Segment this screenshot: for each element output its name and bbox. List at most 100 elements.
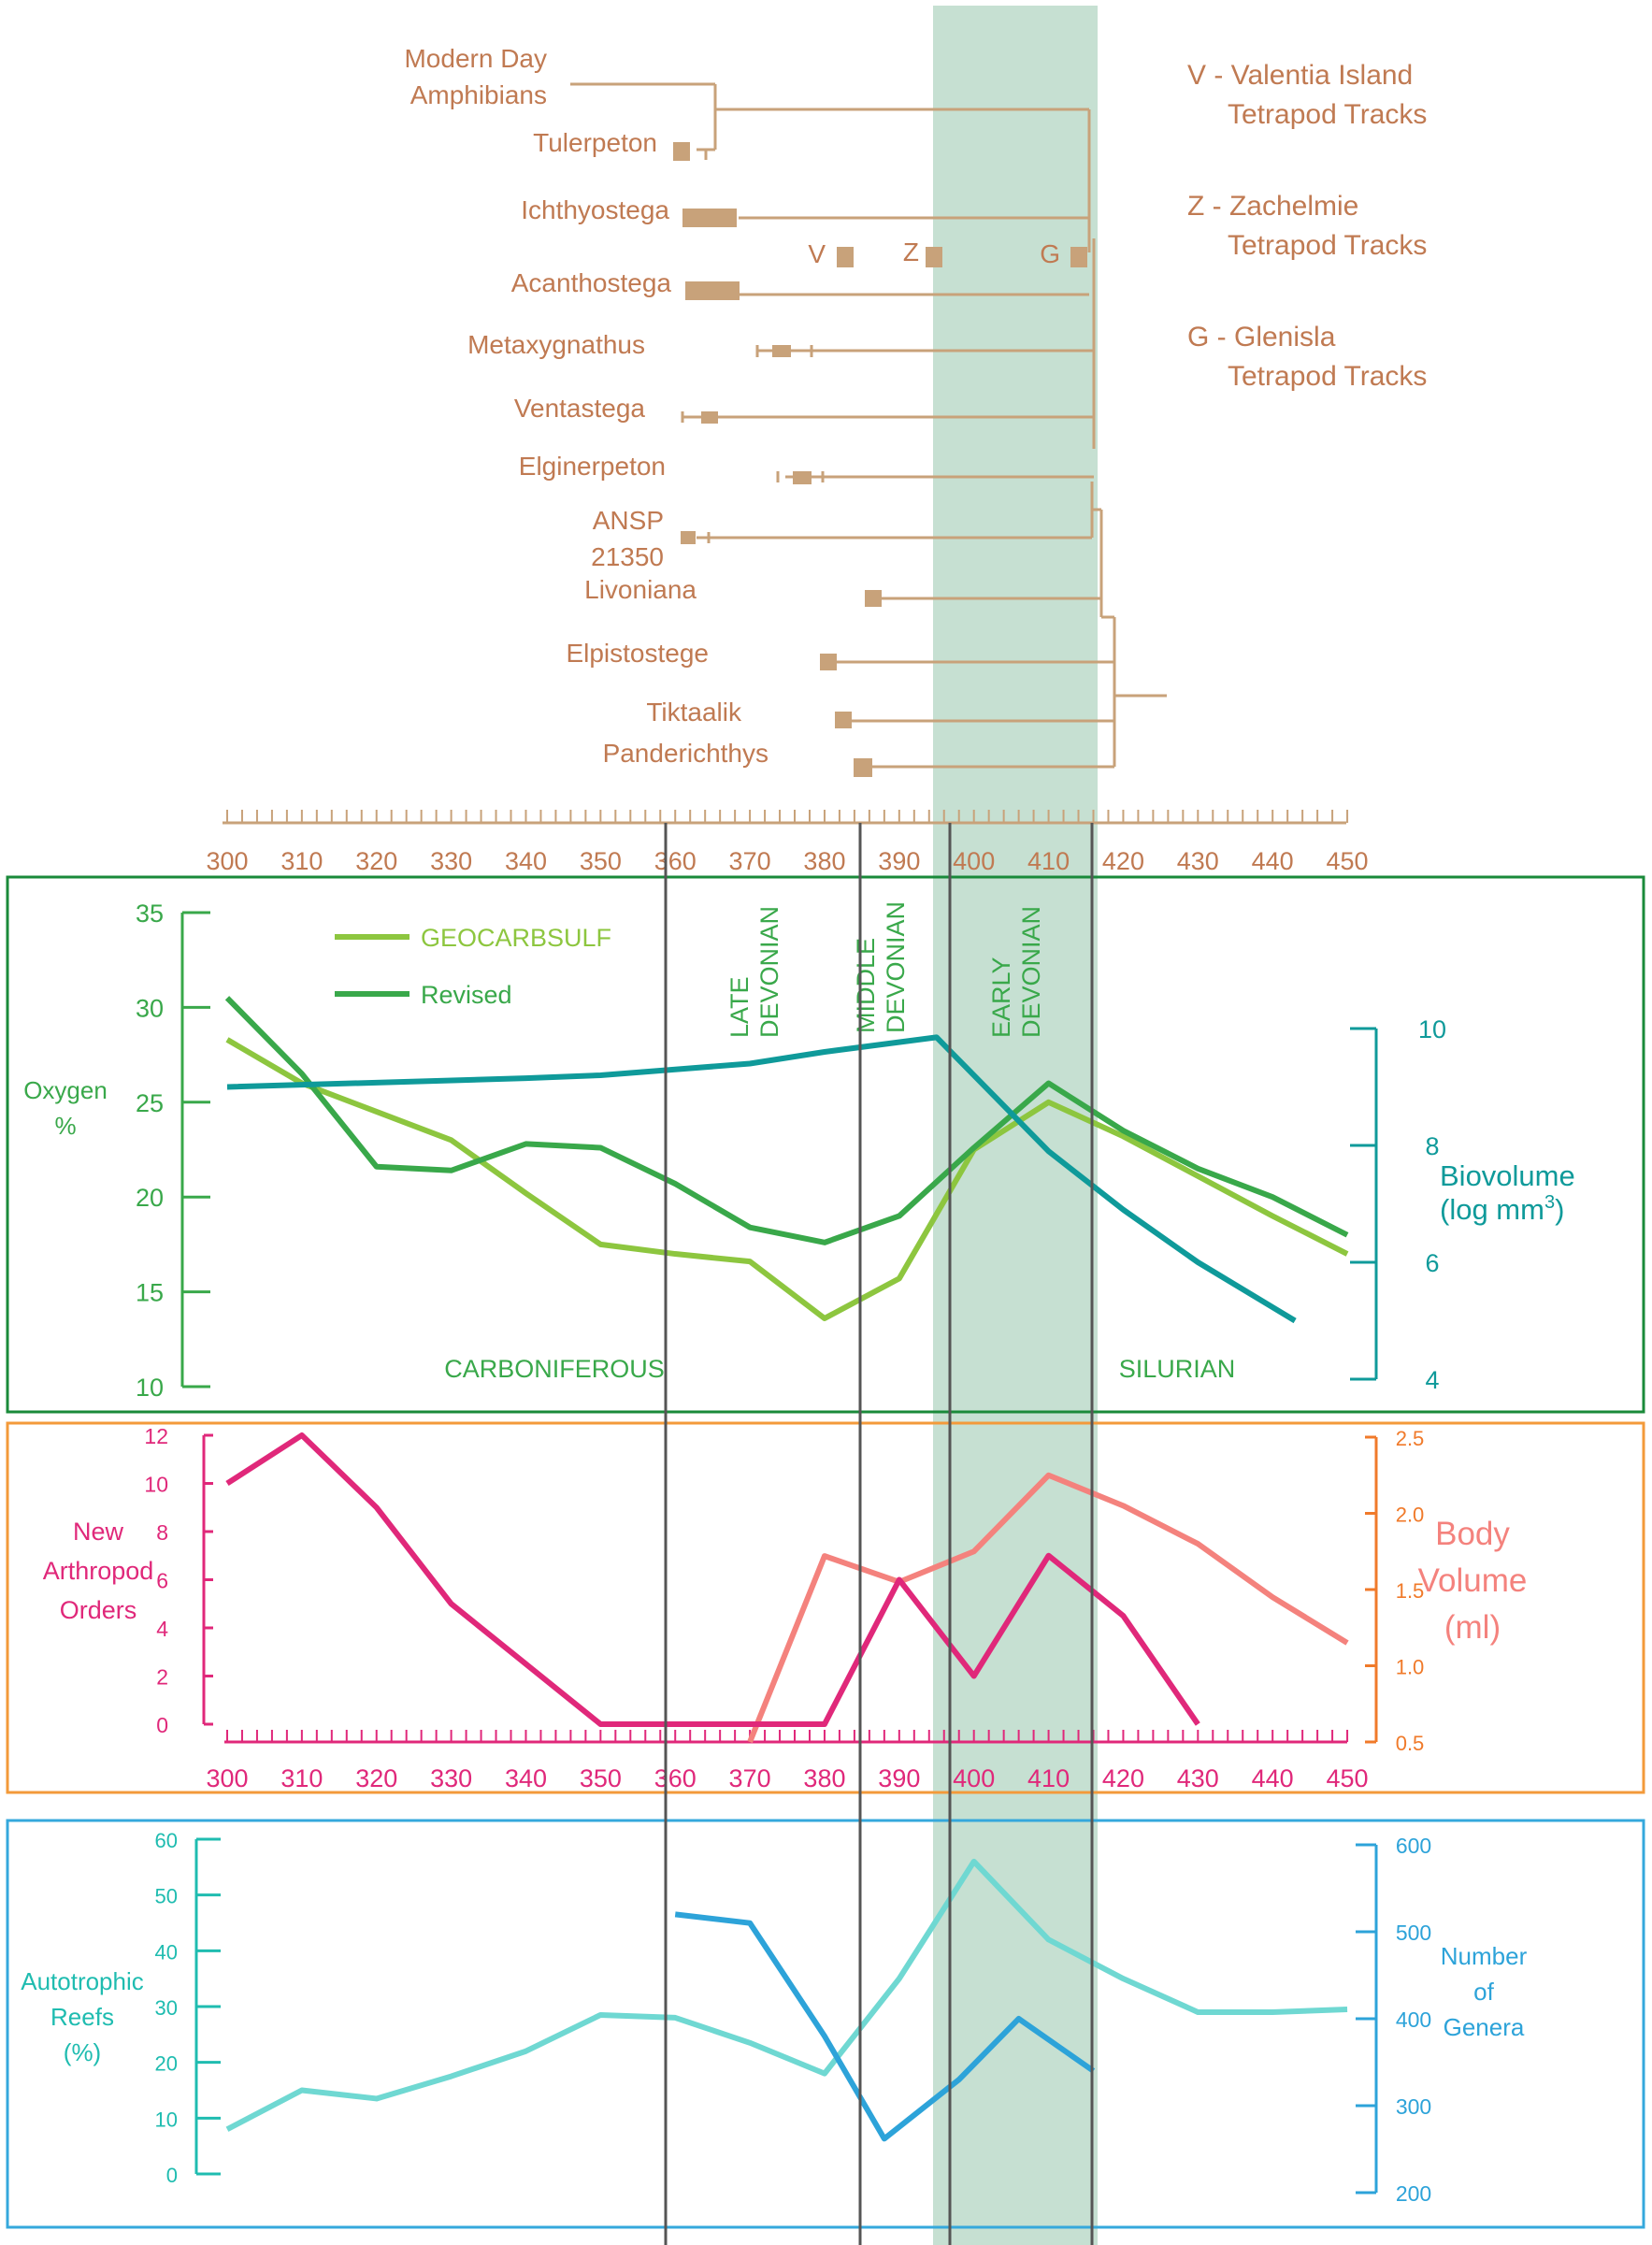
right-axis-tick-label: 400: [1396, 2008, 1431, 2032]
range-block: [682, 209, 737, 227]
left-axis-tick-label: 30: [155, 1996, 178, 2020]
period-label: MIDDLEDEVONIAN: [852, 901, 910, 1033]
time-axis-tick-label: 360: [654, 847, 697, 875]
reef-panel-box: [6, 1819, 1645, 2229]
left-axis-tick-label: 0: [166, 2164, 178, 2187]
x-axis-tick-label: 350: [580, 1764, 622, 1792]
legend-label: Revised: [421, 981, 512, 1009]
series-line-revised: [224, 996, 1349, 1245]
right-axis-tick-label: 4: [1425, 1366, 1439, 1394]
track-legend-title: V - Valentia Island: [1187, 60, 1413, 91]
left-axis-tick-label: 20: [155, 2052, 178, 2076]
track-legend-subtitle: Tetrapod Tracks: [1228, 230, 1427, 261]
left-axis-tick-label: 4: [156, 1617, 168, 1641]
x-axis-tick-label: 370: [729, 1764, 771, 1792]
range-block: [1070, 247, 1087, 267]
time-axis-tick-label: 430: [1177, 847, 1219, 875]
right-axis-tick-label: 8: [1425, 1132, 1439, 1160]
taxon-label: Modern Day Amphibians: [404, 44, 547, 109]
x-axis-tick-label: 380: [803, 1764, 845, 1792]
range-block: [793, 471, 812, 484]
legend-label: GEOCARBSULF: [421, 924, 611, 952]
left-axis-tick-label: 10: [144, 1473, 168, 1497]
right-axis-tick-label: 1.0: [1396, 1656, 1425, 1679]
period-label-group: MIDDLEDEVONIAN: [852, 901, 910, 1033]
era-label: CARBONIFEROUS: [444, 1355, 665, 1383]
time-axis-tick-label: 390: [878, 847, 920, 875]
right-axis-tick-label: 10: [1418, 1015, 1446, 1043]
x-axis-tick-label: 360: [654, 1764, 697, 1792]
range-block: [701, 411, 718, 424]
right-axis-tick-label: 200: [1396, 2181, 1431, 2206]
left-axis-tick-label: 10: [155, 2108, 178, 2131]
x-axis-tick-label: 430: [1177, 1764, 1219, 1792]
series-line-biovolume: [226, 1034, 1297, 1324]
range-block: [837, 247, 854, 267]
right-axis-title: Body Volume (ml): [1418, 1516, 1528, 1646]
time-axis-tick-label: 380: [803, 847, 845, 875]
time-axis-tick-label: 330: [430, 847, 472, 875]
right-axis-tick-label: 600: [1396, 1834, 1431, 1858]
range-block: [673, 142, 690, 161]
y-axis-title: Autotrophic Reefs (%): [21, 1967, 144, 2066]
right-axis-tick-label: 2.0: [1396, 1504, 1425, 1527]
left-axis-tick-label: 10: [136, 1374, 164, 1402]
taxon-label: Ventastega: [514, 394, 646, 423]
x-axis-tick-label: 340: [505, 1764, 547, 1792]
right-axis-title: Number of Genera: [1441, 1942, 1528, 2041]
series-line-reefs: [225, 1858, 1348, 2132]
taxon-label: Metaxygnathus: [467, 330, 645, 359]
x-axis-tick-label: 330: [430, 1764, 472, 1792]
track-legend-subtitle: Tetrapod Tracks: [1228, 361, 1427, 392]
taxon-label: Ichthyostega: [521, 195, 669, 224]
reef-chart: 60 50 40 30 20 10 0 Autotrophic Reefs (%) 600 500 40…: [21, 1829, 1527, 2206]
range-block: [820, 654, 837, 670]
right-axis-tick-label: 2.5: [1396, 1427, 1425, 1450]
x-axis-tick-label: 400: [953, 1764, 995, 1792]
range-block: [926, 247, 942, 267]
taxon-label: ANSP 21350: [591, 506, 664, 571]
period-label: EARLYDEVONIAN: [987, 906, 1045, 1038]
left-axis-tick-label: 30: [136, 994, 164, 1022]
arthropod-panel-box: [6, 1421, 1645, 1794]
oxygen-chart: 35 30 25 20 15 10 Oxygen % 10 8 6 4 Biovolume(log mm…: [23, 899, 1575, 1402]
track-legend-title: G - Glenisla: [1187, 322, 1336, 353]
left-axis-tick-label: 8: [156, 1520, 168, 1545]
track-legend-subtitle: Tetrapod Tracks: [1228, 99, 1427, 130]
x-axis-tick-label: 300: [206, 1764, 248, 1792]
taxon-label: Panderichthys: [603, 739, 769, 768]
track-marker-label: G: [1040, 239, 1060, 268]
y-axis-title: New Arthropod Orders: [43, 1518, 154, 1624]
series-line-geocarbsulf: [225, 1037, 1349, 1321]
taxon-label: Tulerpeton: [533, 128, 657, 157]
series-line-body-volume: [747, 1472, 1349, 1744]
x-axis-tick-label: 410: [1027, 1764, 1070, 1792]
x-axis-tick-label: 390: [878, 1764, 920, 1792]
left-axis-tick-label: 12: [144, 1424, 168, 1448]
left-axis-tick-label: 15: [136, 1279, 164, 1307]
time-axis-tick-label: 300: [206, 847, 248, 875]
track-legend-title: Z - Zachelmie: [1187, 191, 1358, 222]
x-axis-tick-label: 450: [1327, 1764, 1369, 1792]
left-axis-tick-label: 20: [136, 1184, 164, 1212]
track-marker-label: Z: [903, 237, 919, 266]
left-axis-tick-label: 0: [156, 1713, 168, 1737]
time-axis-tick-label: 410: [1027, 847, 1070, 875]
range-block: [681, 531, 696, 544]
period-label-group: EARLYDEVONIAN: [987, 906, 1045, 1038]
taxon-label: Tiktaalik: [646, 698, 742, 727]
x-axis-tick-label: 420: [1102, 1764, 1144, 1792]
era-label: SILURIAN: [1119, 1355, 1236, 1383]
range-block: [685, 281, 740, 300]
left-axis-tick-label: 25: [136, 1089, 164, 1117]
left-axis-tick-label: 60: [155, 1829, 178, 1852]
right-axis-tick-label: 0.5: [1396, 1732, 1425, 1755]
series-line-arthropod-orders: [225, 1432, 1200, 1727]
period-label-group: LATEDEVONIAN: [725, 906, 783, 1038]
right-axis-tick-label: 300: [1396, 2094, 1431, 2119]
right-axis-tick-label: 500: [1396, 1921, 1431, 1945]
y-axis-title: Oxygen%: [23, 1076, 108, 1140]
x-axis-tick-label: 320: [355, 1764, 397, 1792]
